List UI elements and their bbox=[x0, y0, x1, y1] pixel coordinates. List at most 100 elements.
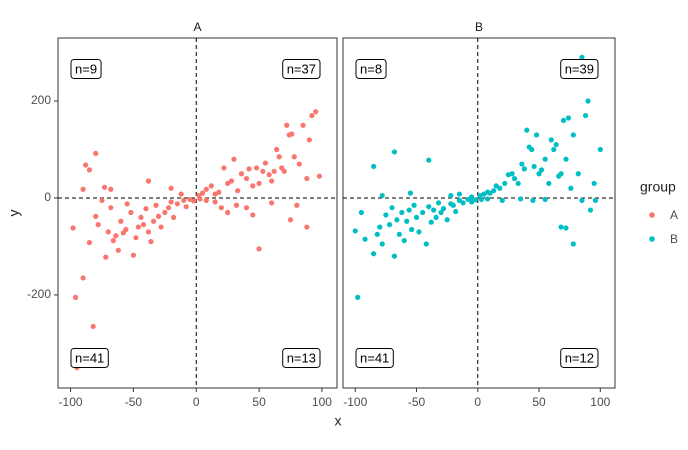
x-axis-label: x bbox=[335, 413, 342, 429]
point bbox=[542, 196, 548, 203]
point bbox=[243, 205, 250, 211]
point bbox=[171, 214, 177, 220]
point bbox=[487, 190, 493, 196]
point bbox=[80, 275, 86, 281]
point bbox=[456, 191, 462, 197]
point bbox=[411, 202, 417, 208]
point bbox=[570, 241, 576, 247]
point bbox=[197, 196, 203, 202]
point bbox=[521, 166, 527, 172]
point bbox=[86, 167, 93, 173]
annotation: n=41 bbox=[355, 347, 394, 368]
point bbox=[253, 165, 260, 171]
annotation-text: n=9 bbox=[75, 61, 97, 76]
point bbox=[484, 196, 491, 202]
point bbox=[231, 156, 237, 162]
point bbox=[225, 180, 231, 187]
point bbox=[269, 200, 275, 206]
point bbox=[266, 172, 272, 178]
point bbox=[587, 207, 594, 213]
y-axis-label: y bbox=[6, 210, 22, 217]
point bbox=[316, 173, 323, 179]
point bbox=[519, 161, 525, 167]
point bbox=[493, 183, 499, 189]
point bbox=[570, 132, 576, 138]
annotation: n=39 bbox=[560, 58, 599, 79]
point bbox=[386, 222, 393, 228]
point bbox=[99, 197, 105, 203]
legend-marker bbox=[649, 236, 655, 242]
point bbox=[178, 191, 184, 197]
point bbox=[406, 207, 412, 213]
point bbox=[93, 150, 99, 156]
annotation-box bbox=[560, 58, 599, 79]
point bbox=[95, 222, 101, 228]
point bbox=[448, 192, 454, 199]
point bbox=[250, 212, 256, 218]
point bbox=[472, 197, 478, 203]
point bbox=[150, 218, 157, 224]
point bbox=[108, 205, 114, 211]
annotation-box bbox=[282, 347, 321, 368]
point bbox=[115, 247, 121, 253]
point bbox=[256, 246, 262, 252]
point bbox=[148, 239, 154, 245]
point bbox=[140, 222, 147, 228]
point bbox=[72, 294, 79, 300]
point bbox=[491, 188, 497, 194]
point bbox=[582, 112, 589, 119]
annotation-box bbox=[355, 58, 387, 79]
annotation-box bbox=[70, 347, 109, 368]
point bbox=[379, 241, 385, 247]
point bbox=[162, 209, 168, 216]
point bbox=[174, 201, 180, 207]
x-tick-label: 50 bbox=[532, 395, 546, 409]
annotation: n=37 bbox=[282, 58, 321, 79]
point bbox=[260, 168, 266, 174]
point bbox=[300, 122, 306, 128]
point bbox=[469, 194, 475, 200]
point bbox=[168, 185, 174, 191]
point bbox=[281, 168, 287, 174]
point bbox=[548, 137, 554, 143]
point bbox=[309, 112, 315, 119]
point bbox=[435, 200, 442, 206]
point bbox=[296, 161, 302, 167]
point bbox=[123, 226, 129, 233]
point bbox=[597, 146, 603, 153]
point bbox=[101, 184, 108, 190]
y-tick-label: -200 bbox=[27, 287, 51, 301]
point bbox=[199, 190, 206, 196]
point bbox=[568, 185, 574, 191]
point bbox=[497, 185, 503, 191]
annotation-text: n=39 bbox=[565, 61, 594, 76]
point bbox=[565, 115, 572, 121]
point bbox=[563, 156, 569, 162]
annotation: n=8 bbox=[355, 58, 387, 79]
point bbox=[407, 190, 413, 196]
point bbox=[145, 229, 152, 235]
point bbox=[143, 206, 149, 212]
point bbox=[426, 204, 432, 210]
point bbox=[502, 180, 508, 187]
point bbox=[130, 252, 137, 258]
point bbox=[374, 231, 380, 237]
point bbox=[511, 175, 518, 182]
point bbox=[440, 206, 447, 212]
point bbox=[524, 127, 530, 133]
point bbox=[181, 197, 187, 203]
x-tick-label: 100 bbox=[590, 395, 610, 409]
facet-title: B bbox=[475, 20, 483, 34]
point bbox=[531, 163, 537, 170]
x-tick-label: -50 bbox=[408, 395, 426, 409]
point bbox=[533, 132, 540, 138]
point bbox=[453, 208, 459, 215]
point bbox=[450, 202, 456, 208]
point bbox=[183, 204, 189, 210]
point bbox=[262, 160, 268, 166]
point bbox=[542, 156, 548, 162]
annotation-box bbox=[560, 347, 599, 368]
point bbox=[460, 200, 466, 206]
x-tick-label: -50 bbox=[125, 395, 143, 409]
